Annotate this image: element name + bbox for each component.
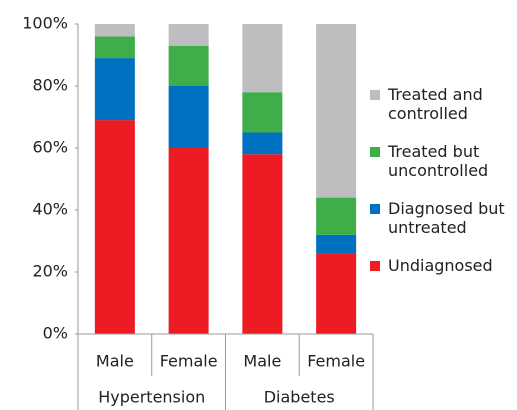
- x-tick-label: Female: [160, 352, 218, 371]
- bar-segment: [242, 154, 283, 334]
- bar-segment: [94, 24, 135, 37]
- bar-segment: [94, 58, 135, 121]
- bar-segment: [168, 148, 209, 334]
- y-tick-label: 100%: [22, 14, 68, 33]
- legend-label: Undiagnosed: [388, 256, 493, 275]
- y-tick-label: 60%: [32, 138, 68, 157]
- legend-label: Treated but uncontrolled: [388, 142, 489, 180]
- bar-segment: [316, 197, 357, 235]
- bar-segment: [316, 24, 357, 198]
- bar-segment: [168, 45, 209, 86]
- group-label: Diabetes: [264, 388, 335, 407]
- legend: Treated and controlled Treated but uncont…: [370, 85, 510, 294]
- bar-segment: [242, 24, 283, 93]
- x-tick-label: Female: [307, 352, 365, 371]
- legend-item: Diagnosed but untreated: [370, 199, 510, 237]
- y-tick-label: 0%: [43, 324, 68, 343]
- legend-item: Undiagnosed: [370, 256, 510, 275]
- legend-swatch: [370, 204, 380, 214]
- legend-item: Treated and controlled: [370, 85, 510, 123]
- bar-segment: [94, 36, 135, 59]
- bar-segment: [168, 86, 209, 148]
- legend-swatch: [370, 90, 380, 100]
- bar-segment: [94, 120, 135, 334]
- legend-item: Treated but uncontrolled: [370, 142, 510, 180]
- y-tick-label: 20%: [32, 262, 68, 281]
- y-tick-label: 80%: [32, 76, 68, 95]
- legend-swatch: [370, 147, 380, 157]
- legend-label: Treated and controlled: [388, 85, 483, 123]
- bar-segment: [242, 132, 283, 155]
- bar-segment: [168, 24, 209, 46]
- bar-segment: [242, 92, 283, 133]
- legend-swatch: [370, 261, 380, 271]
- legend-label: Diagnosed but untreated: [388, 199, 505, 237]
- x-tick-label: Male: [96, 352, 134, 371]
- y-tick-label: 40%: [32, 200, 68, 219]
- bar-segment: [316, 253, 357, 334]
- x-tick-label: Male: [243, 352, 281, 371]
- bar-segment: [316, 234, 357, 254]
- group-label: Hypertension: [98, 388, 205, 407]
